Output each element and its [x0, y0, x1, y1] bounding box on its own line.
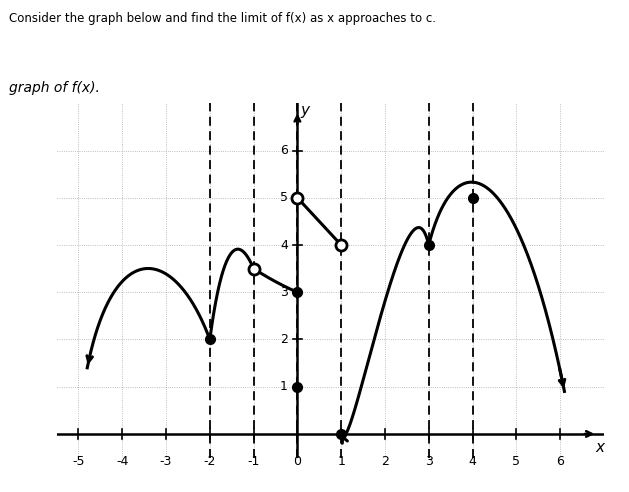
Text: 4: 4: [469, 455, 476, 468]
Text: -3: -3: [160, 455, 172, 468]
Text: y: y: [301, 103, 309, 118]
Text: 3: 3: [425, 455, 433, 468]
Text: -2: -2: [204, 455, 216, 468]
Text: 6: 6: [556, 455, 564, 468]
Text: graph of f(x).: graph of f(x).: [9, 81, 100, 95]
Text: 3: 3: [280, 286, 287, 299]
Text: x: x: [595, 440, 604, 455]
Text: -4: -4: [116, 455, 128, 468]
Text: -5: -5: [72, 455, 85, 468]
Text: 0: 0: [293, 455, 301, 468]
Text: 2: 2: [280, 333, 287, 346]
Text: 6: 6: [280, 144, 287, 157]
Text: 1: 1: [280, 380, 287, 393]
Text: Consider the graph below and find the limit of f(x) as x approaches to c.: Consider the graph below and find the li…: [9, 12, 437, 25]
Text: 1: 1: [337, 455, 345, 468]
Text: -1: -1: [247, 455, 260, 468]
Text: 2: 2: [381, 455, 389, 468]
Text: 5: 5: [280, 191, 287, 204]
Text: 4: 4: [280, 239, 287, 251]
Text: 5: 5: [512, 455, 520, 468]
